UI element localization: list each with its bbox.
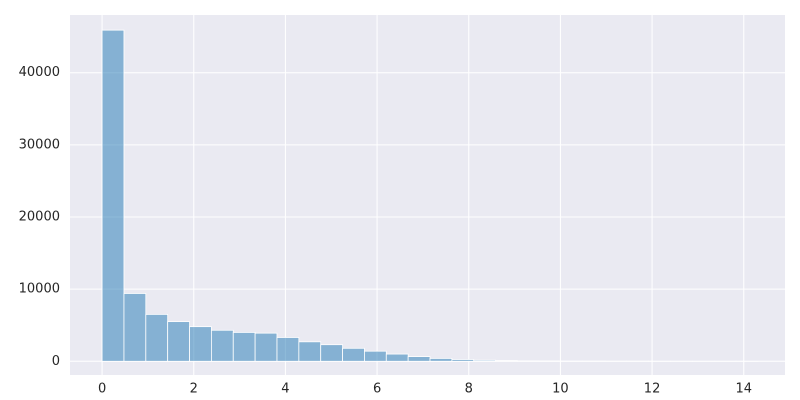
- plot-area: [70, 15, 785, 375]
- bar: [364, 350, 387, 362]
- bar: [145, 313, 169, 362]
- y-tick-label: 30000: [19, 137, 60, 152]
- bar: [429, 358, 453, 362]
- x-tick-label: 10: [552, 382, 569, 397]
- bar: [232, 332, 256, 362]
- y-tick-label: 10000: [19, 282, 60, 297]
- bar: [298, 341, 322, 362]
- x-tick-label: 2: [190, 382, 198, 397]
- bar: [189, 326, 212, 362]
- x-tick-label: 14: [735, 382, 752, 397]
- bar: [254, 332, 278, 362]
- x-tick-label: 12: [644, 382, 661, 397]
- bar: [407, 356, 431, 362]
- bar: [167, 321, 190, 362]
- y-tick-label: 40000: [19, 65, 60, 80]
- y-tick-label: 0: [52, 354, 60, 369]
- bar: [210, 329, 234, 362]
- bar: [451, 359, 475, 362]
- x-tick-label: 0: [98, 382, 106, 397]
- y-tick-label: 20000: [19, 210, 60, 225]
- bar: [101, 29, 125, 362]
- bar: [495, 360, 518, 362]
- x-tick-label: 8: [465, 382, 473, 397]
- bar: [342, 347, 365, 362]
- bar: [473, 359, 497, 362]
- x-tick-label: 6: [373, 382, 381, 397]
- bar: [320, 344, 343, 362]
- bar: [123, 293, 147, 362]
- bar: [385, 353, 409, 362]
- bar: [276, 337, 300, 362]
- x-tick-label: 4: [281, 382, 289, 397]
